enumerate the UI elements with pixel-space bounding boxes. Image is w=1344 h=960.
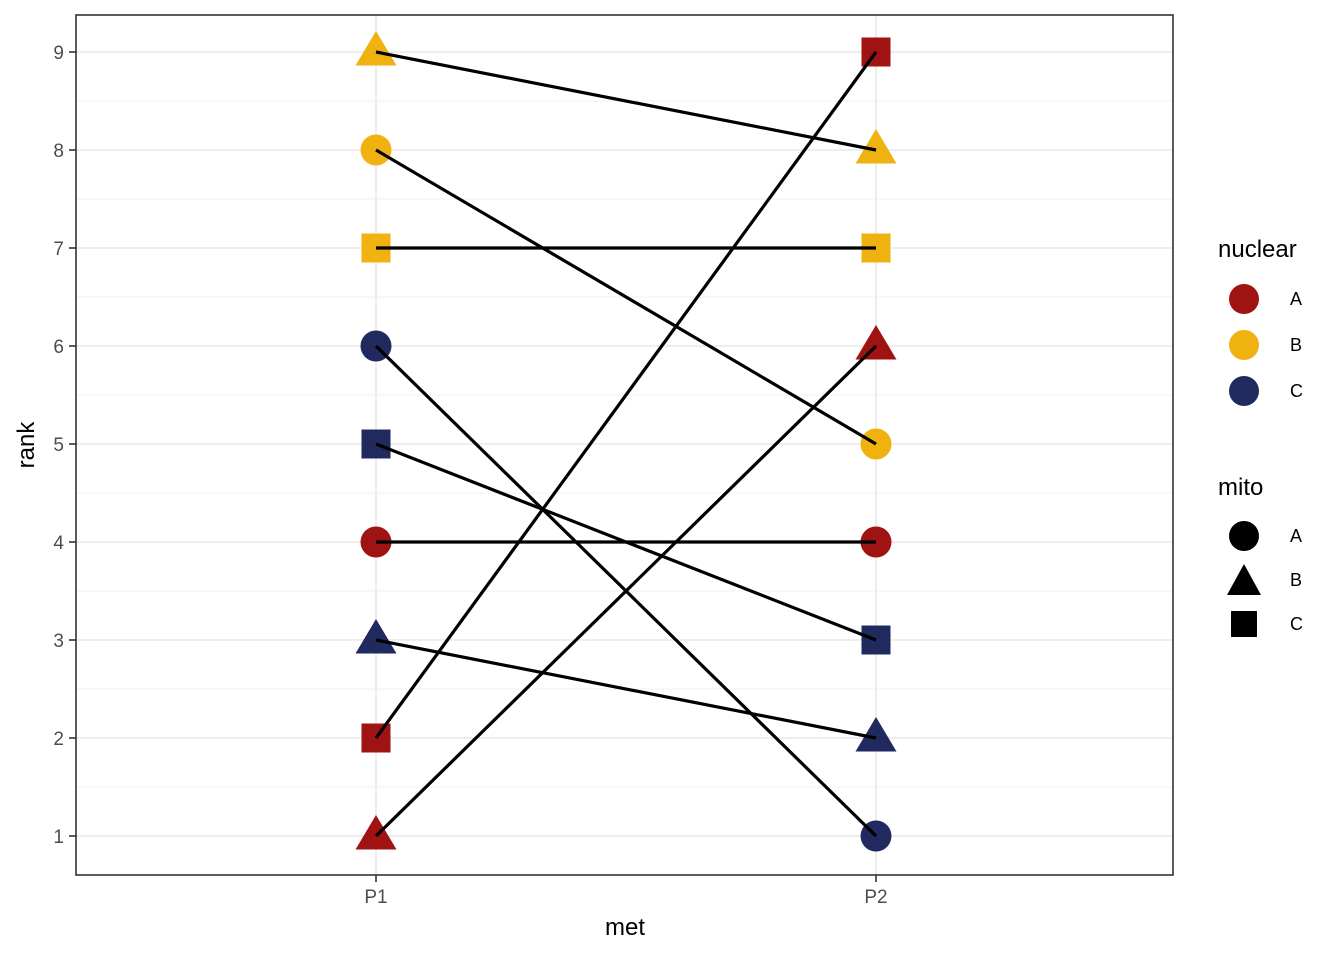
legend-item-label: B [1290, 334, 1303, 355]
y-tick-label: 4 [53, 533, 64, 554]
legend-item-label: A [1290, 288, 1303, 309]
y-tick-label: 5 [53, 435, 64, 456]
circle-marker-icon [1226, 281, 1262, 317]
data-point-triangle [855, 129, 897, 164]
y-tick-label: 9 [53, 43, 64, 64]
connector-line [375, 148, 877, 446]
x-tick-label: P2 [864, 887, 887, 908]
legend-item-label: C [1290, 613, 1303, 634]
connector-line [375, 50, 877, 152]
legend-mito: mito A B C [1218, 474, 1303, 646]
connector-line [375, 638, 877, 740]
legend-nuclear-items: A B C [1218, 276, 1303, 414]
x-axis-title: met [604, 914, 646, 941]
legend-item-nuclear-c: C [1218, 368, 1303, 414]
y-tick-label: 8 [53, 141, 64, 162]
connector-line [374, 51, 878, 739]
connector-line [374, 344, 878, 838]
legend-item-nuclear-b: B [1218, 322, 1303, 368]
connector-line [375, 442, 877, 642]
square-marker-icon [1226, 606, 1262, 642]
y-axis-title: rank [13, 421, 40, 469]
circle-marker-icon [1226, 373, 1262, 409]
data-point-triangle [355, 31, 397, 66]
triangle-marker-icon [1226, 562, 1262, 598]
circle-marker-icon [1226, 518, 1262, 554]
data-point-triangle [855, 325, 897, 360]
y-tick-label: 2 [53, 729, 64, 750]
legend-mito-title: mito [1218, 474, 1264, 501]
legend-item-mito-c: C [1218, 602, 1303, 646]
legend-item-mito-a: A [1218, 514, 1303, 558]
legend-item-mito-b: B [1218, 558, 1303, 602]
x-tick-label: P1 [364, 887, 387, 908]
legend-item-label: A [1290, 525, 1303, 546]
legend-item-nuclear-a: A [1218, 276, 1303, 322]
legend-panel: nuclear A B C mito [1218, 236, 1303, 646]
legend-nuclear-title: nuclear [1218, 236, 1297, 263]
legend-nuclear: nuclear A B C [1218, 236, 1303, 414]
legend-item-label: B [1290, 569, 1303, 590]
y-tick-label: 1 [53, 827, 64, 848]
panel-border [75, 14, 1174, 876]
data-point-triangle [855, 717, 897, 752]
y-tick-label: 6 [53, 337, 64, 358]
legend-mito-items: A B C [1218, 514, 1303, 646]
y-tick-label: 7 [53, 239, 64, 260]
circle-marker-icon [1226, 327, 1262, 363]
data-point-triangle [355, 619, 397, 654]
data-point-triangle [355, 815, 397, 850]
y-tick-label: 3 [53, 631, 64, 652]
legend-item-label: C [1290, 380, 1303, 401]
